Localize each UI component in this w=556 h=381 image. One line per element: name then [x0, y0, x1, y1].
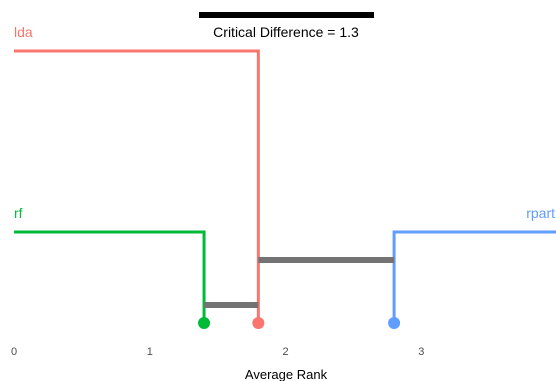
x-axis-label: Average Rank: [245, 367, 328, 381]
critical-difference-label: Critical Difference = 1.3: [213, 24, 359, 40]
rank-point-rpart: [388, 317, 401, 329]
x-tick-label-1: 1: [147, 346, 153, 358]
rank-point-rf: [198, 317, 211, 329]
rank-point-lda: [252, 317, 265, 329]
learner-lines: lda rf rpart: [14, 24, 556, 323]
x-tick-label-2: 2: [282, 346, 288, 358]
learner-label-rf: rf: [14, 205, 23, 221]
x-axis: 01234: [11, 346, 424, 358]
learner-label-rpart: rpart: [526, 205, 555, 221]
learner-line-rf: [14, 230, 206, 323]
x-tick-label-3: 3: [418, 346, 424, 358]
clique-bars: [204, 257, 395, 308]
x-tick-label-0: 0: [11, 346, 17, 358]
learner-label-lda: lda: [14, 24, 33, 40]
learner-line-rpart: [392, 230, 556, 323]
learner-line-lda: [14, 49, 260, 323]
rank-points: [198, 317, 401, 329]
